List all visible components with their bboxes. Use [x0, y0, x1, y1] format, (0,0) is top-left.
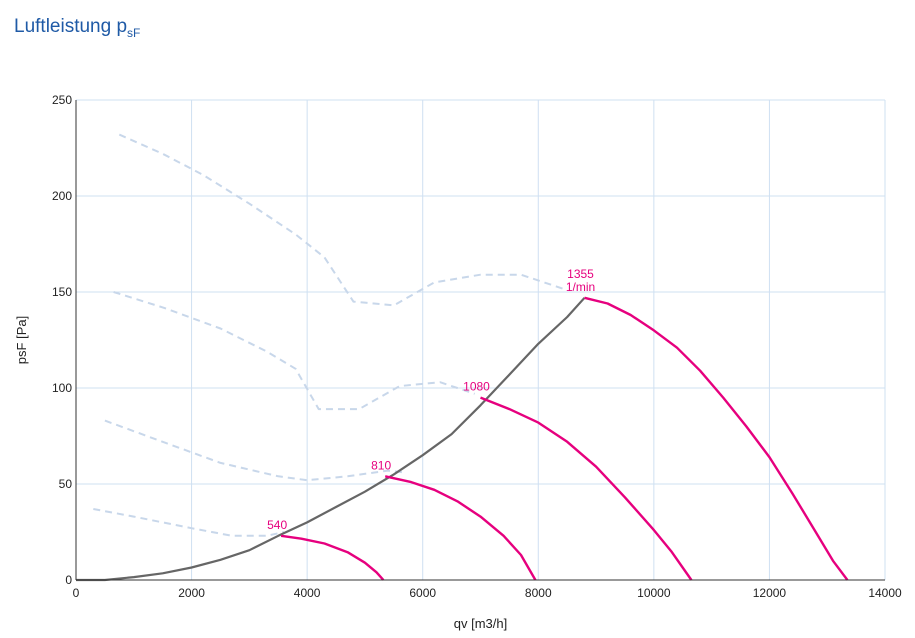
x-tick-label-7: 14000	[868, 586, 902, 600]
x-tick-label-5: 10000	[637, 586, 671, 600]
tick-labels: 0 2000 4000 6000 8000 10000 12000 14000 0 50 100 15…	[14, 93, 902, 631]
system-curve	[76, 297, 586, 582]
y-tick-label-2: 100	[52, 381, 72, 395]
fan-curves	[280, 296, 849, 581]
y-tick-label-0: 0	[65, 573, 72, 587]
fan-curve-540	[280, 534, 385, 581]
speed-label-810: 810	[371, 458, 391, 472]
fan-curve-1080	[480, 396, 693, 581]
speed-label-1080: 1080	[463, 380, 490, 394]
x-axis-label: qv [m3/h]	[454, 616, 507, 631]
chart-title-main: Luftleistung p	[14, 16, 128, 37]
efficiency-curve-1	[118, 133, 568, 307]
x-tick-label-1: 2000	[178, 586, 205, 600]
y-tick-label-5: 250	[52, 93, 72, 107]
efficiency-curves	[93, 133, 568, 537]
system-curve-layer	[76, 297, 586, 582]
y-tick-label-4: 200	[52, 189, 72, 203]
y-tick-label-1: 50	[59, 477, 73, 491]
x-tick-label-2: 4000	[294, 586, 321, 600]
x-tick-label-3: 6000	[409, 586, 436, 600]
efficiency-curve-4	[93, 508, 285, 537]
y-axis-label: psF [Pa]	[14, 316, 29, 364]
grid	[75, 99, 886, 581]
x-tick-label-6: 12000	[753, 586, 787, 600]
x-tick-label-0: 0	[73, 586, 80, 600]
axes	[75, 100, 885, 581]
x-tick-label-4: 8000	[525, 586, 552, 600]
efficiency-curve-2	[113, 291, 476, 411]
speed-unit-label: 1/min	[566, 280, 595, 294]
speed-label-540: 540	[267, 518, 287, 532]
fan-curve-1355	[584, 296, 849, 581]
speed-label-1355: 1355	[567, 267, 594, 281]
chart-title: Luftleistung psF	[14, 16, 141, 40]
fan-curve-810	[384, 475, 537, 581]
efficiency-curve-3	[104, 419, 406, 482]
chart-title-subscript: sF	[127, 26, 141, 40]
y-tick-label-3: 150	[52, 285, 72, 299]
